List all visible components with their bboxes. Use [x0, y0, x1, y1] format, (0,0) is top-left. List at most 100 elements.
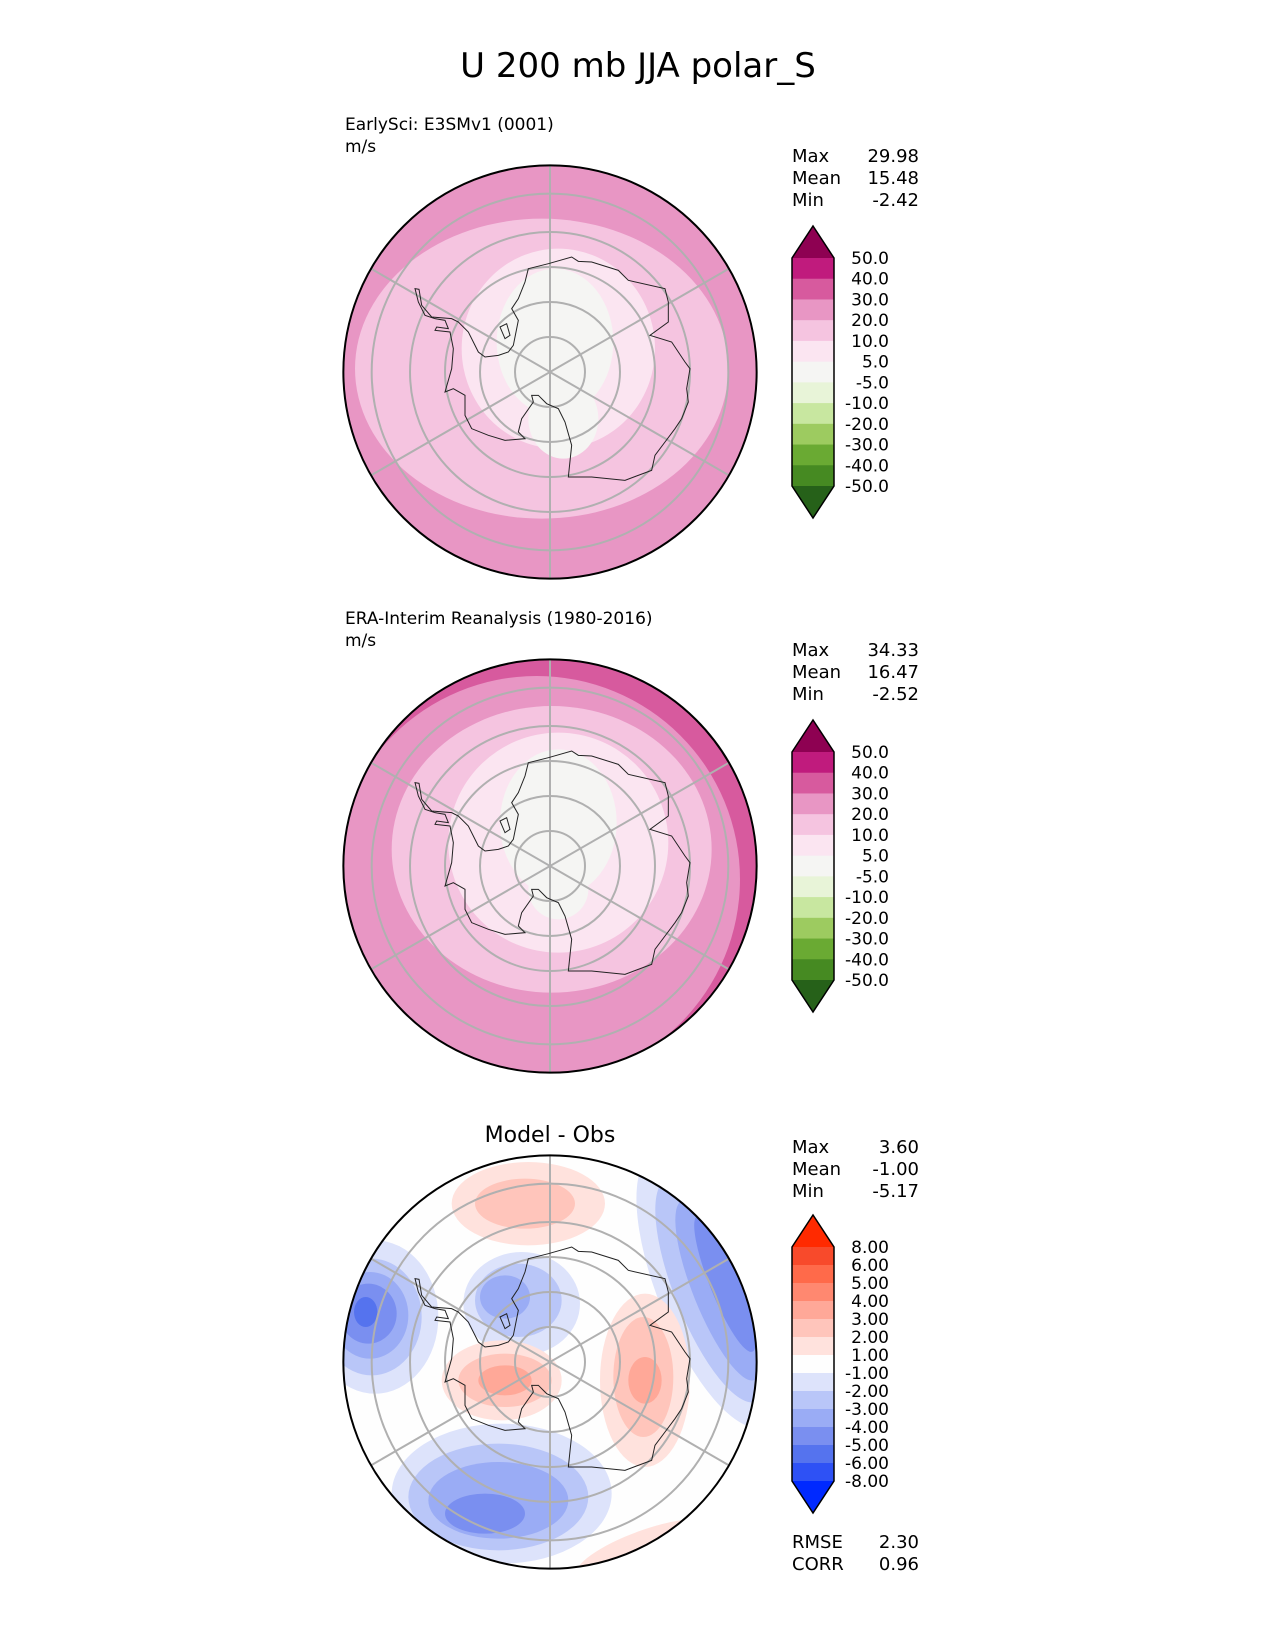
rmse-value: 2.30 [879, 1532, 919, 1553]
corr-value: 0.96 [879, 1554, 919, 1575]
colorbar-segment [792, 1319, 834, 1338]
colorbar-tick-label: 10.0 [851, 332, 889, 352]
colorbar-segment [792, 1247, 834, 1266]
colorbar-tick-label: 50.0 [851, 249, 889, 269]
colorbar-outline [791, 224, 835, 520]
max-label: Max [792, 1137, 830, 1158]
colorbar-segment [792, 465, 834, 487]
mean-value: 16.47 [867, 662, 919, 683]
colorbar-tick-label: -20.0 [845, 909, 889, 929]
colorbar-tick-label: -2.00 [845, 1382, 889, 1402]
colorbar-extend-max [792, 226, 834, 258]
colorbar-tick-label: 5.00 [851, 1274, 889, 1294]
colorbar-segment [792, 917, 834, 940]
panel2-units: m/s [345, 631, 376, 651]
mean-value: 15.48 [867, 168, 919, 189]
min-value: -5.17 [872, 1181, 919, 1202]
colorbar-segment [792, 1283, 834, 1302]
colorbar-segment [792, 258, 834, 280]
colorbar-segment [792, 340, 834, 363]
panel3-map [342, 1154, 758, 1570]
colorbar-segment [792, 855, 834, 877]
panel3-colorbar: 8.006.005.004.003.002.001.00-1.00-2.00-3… [791, 1213, 889, 1515]
corr-label: CORR [792, 1554, 844, 1575]
min-value: -2.52 [872, 684, 919, 705]
panel1-units: m/s [345, 137, 376, 157]
colorbar-segment [792, 876, 834, 898]
colorbar-tick-label: 8.00 [851, 1238, 889, 1258]
map-border [342, 658, 758, 1074]
colorbar-tick-label: -5.00 [845, 1436, 889, 1456]
colorbar-extend-min [792, 980, 834, 1012]
colorbar-segment [792, 959, 834, 981]
colorbar-segment [792, 834, 834, 857]
max-value: 34.33 [867, 640, 919, 661]
colorbar-segment [792, 1355, 834, 1374]
colorbar-tick-label: -40.0 [845, 950, 889, 970]
colorbar-tick-label: 30.0 [851, 290, 889, 310]
max-value: 29.98 [867, 146, 919, 167]
colorbar-tick-label: 6.00 [851, 1256, 889, 1276]
colorbar-segment [792, 278, 834, 300]
contour-neg5-5 [528, 859, 589, 920]
panel3-stats: Max 3.60 Mean -1.00 Min -5.17 RMSE 2.30 … [792, 1137, 919, 1575]
figure-title: U 200 mb JJA polar_S [460, 46, 816, 86]
panel2-colorbar: 50.040.030.020.010.05.0-5.0-10.0-20.0-30… [791, 718, 889, 1014]
colorbar-segment [792, 897, 834, 919]
panel1-subtitle: EarlySci: E3SMv1 (0001) [345, 115, 554, 135]
colorbar-tick-label: -1.00 [845, 1364, 889, 1384]
colorbar-tick-label: -30.0 [845, 930, 889, 950]
colorbar-tick-label: -4.00 [845, 1418, 889, 1438]
colorbar-segment [792, 1445, 834, 1464]
colorbar-tick-label: -20.0 [845, 415, 889, 435]
colorbar-segment [792, 793, 834, 815]
min-value: -2.42 [872, 190, 919, 211]
colorbar-segment [792, 403, 834, 425]
colorbar-tick-label: 10.0 [851, 826, 889, 846]
colorbar-tick-label: 5.0 [862, 353, 889, 373]
colorbar-tick-label: 3.00 [851, 1310, 889, 1330]
colorbar-tick-label: -5.0 [856, 867, 889, 887]
panel1-map [342, 164, 758, 580]
colorbar-tick-label: -50.0 [845, 971, 889, 991]
colorbar-segment [792, 1391, 834, 1410]
colorbar-tick-label: -30.0 [845, 436, 889, 456]
max-label: Max [792, 640, 830, 661]
colorbar-segment [792, 938, 834, 960]
colorbar-tick-label: -10.0 [845, 394, 889, 414]
colorbar-segment [792, 1427, 834, 1446]
colorbar-segment [792, 382, 834, 404]
colorbar-tick-label: 4.00 [851, 1292, 889, 1312]
mean-label: Mean [792, 662, 841, 683]
colorbar-segment [792, 1265, 834, 1284]
colorbar-extend-min [792, 1481, 834, 1513]
colorbar-segment [792, 444, 834, 466]
panel2-map [342, 658, 758, 1074]
colorbar-tick-label: 20.0 [851, 805, 889, 825]
colorbar-tick-label: 1.00 [851, 1346, 889, 1366]
colorbar-tick-label: 20.0 [851, 311, 889, 331]
mean-value: -1.00 [872, 1159, 919, 1180]
map-border [342, 164, 758, 580]
colorbar-segment [792, 299, 834, 321]
colorbar-outline [791, 718, 835, 1014]
colorbar-tick-label: -3.00 [845, 1400, 889, 1420]
colorbar-tick-label: -10.0 [845, 888, 889, 908]
min-label: Min [792, 1181, 824, 1202]
colorbar-segment [792, 423, 834, 446]
colorbar-tick-label: 5.0 [862, 847, 889, 867]
colorbar-outline [791, 1213, 835, 1515]
colorbar-segment [792, 1409, 834, 1428]
colorbar-segment [792, 1337, 834, 1356]
colorbar-segment [792, 772, 834, 794]
colorbar-tick-label: -50.0 [845, 477, 889, 497]
colorbar-segment [792, 320, 834, 342]
colorbar-segment [792, 814, 834, 836]
max-value: 3.60 [879, 1137, 919, 1158]
panel2-subtitle: ERA-Interim Reanalysis (1980-2016) [345, 609, 653, 629]
colorbar-tick-label: -5.0 [856, 373, 889, 393]
colorbar-tick-label: 50.0 [851, 743, 889, 763]
colorbar-segment [792, 752, 834, 774]
rmse-label: RMSE [792, 1532, 843, 1553]
